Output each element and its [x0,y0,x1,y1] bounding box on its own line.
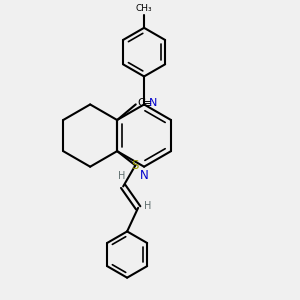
Text: N: N [140,169,148,182]
Text: CH₃: CH₃ [136,4,152,13]
Text: N: N [149,98,157,108]
Text: H: H [144,201,152,211]
Text: C: C [137,98,145,108]
Text: S: S [132,159,139,172]
Text: ≡: ≡ [143,98,152,109]
Text: H: H [118,171,125,182]
